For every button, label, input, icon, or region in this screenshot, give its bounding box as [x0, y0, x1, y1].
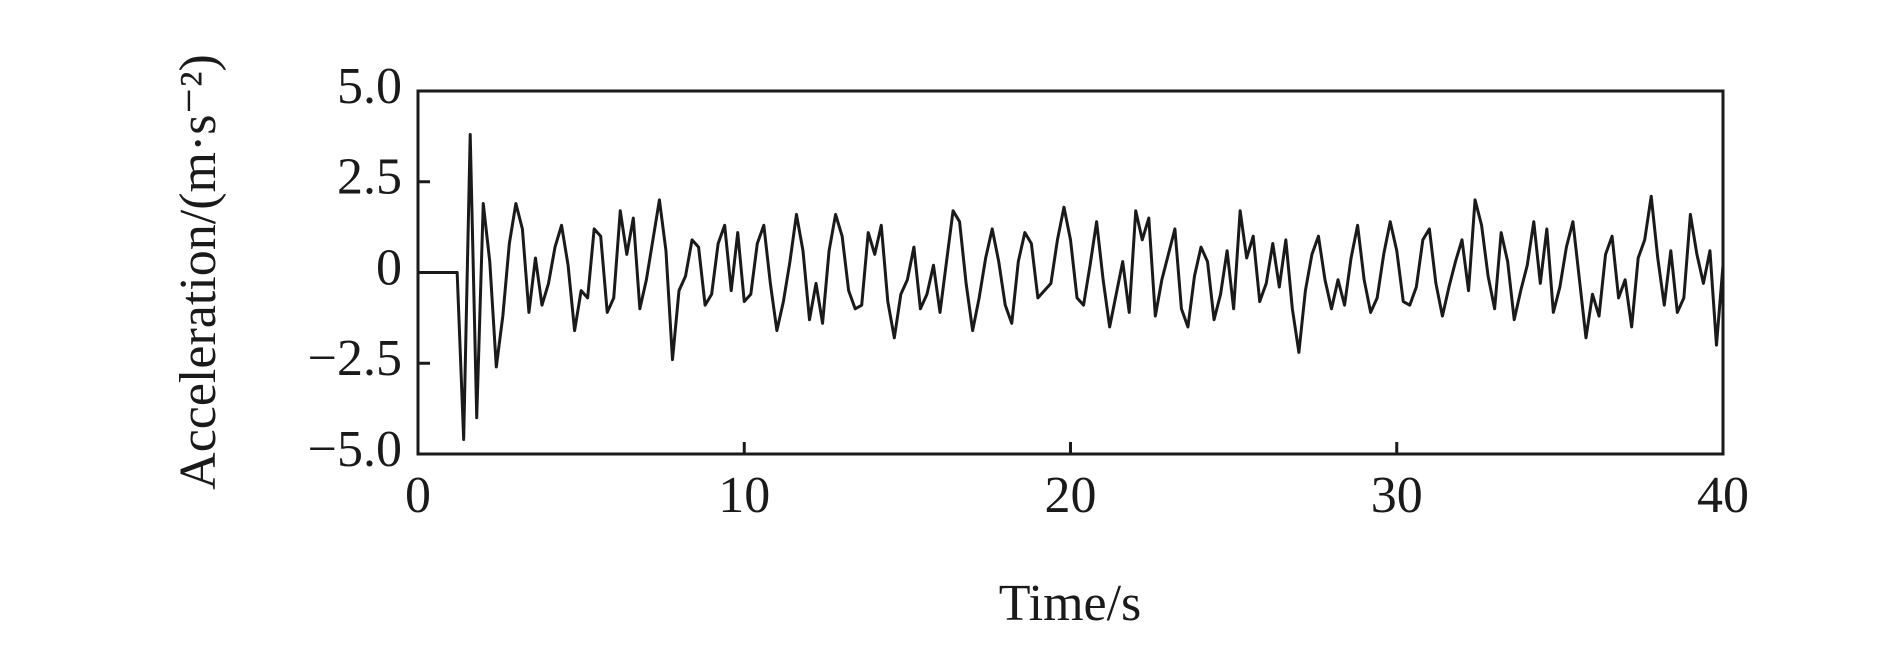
x-tick-label: 40 — [1697, 467, 1749, 524]
data-line — [418, 133, 1725, 441]
y-axis-title: Acceleration/(m·s⁻²) — [170, 54, 227, 490]
y-tick-label: −5.0 — [308, 421, 402, 478]
x-axis-title: Time/s — [999, 575, 1142, 632]
plot-frame — [416, 89, 1725, 456]
y-tick-label: 2.5 — [337, 149, 402, 206]
x-tick-label: 10 — [718, 467, 770, 524]
x-tick-label: 0 — [405, 467, 431, 524]
x-tick-label: 30 — [1371, 467, 1423, 524]
x-tick-label: 20 — [1045, 467, 1097, 524]
y-tick-label: 0 — [376, 239, 402, 296]
y-tick-label: 5.0 — [337, 58, 402, 115]
y-tick-label: −2.5 — [308, 330, 402, 387]
